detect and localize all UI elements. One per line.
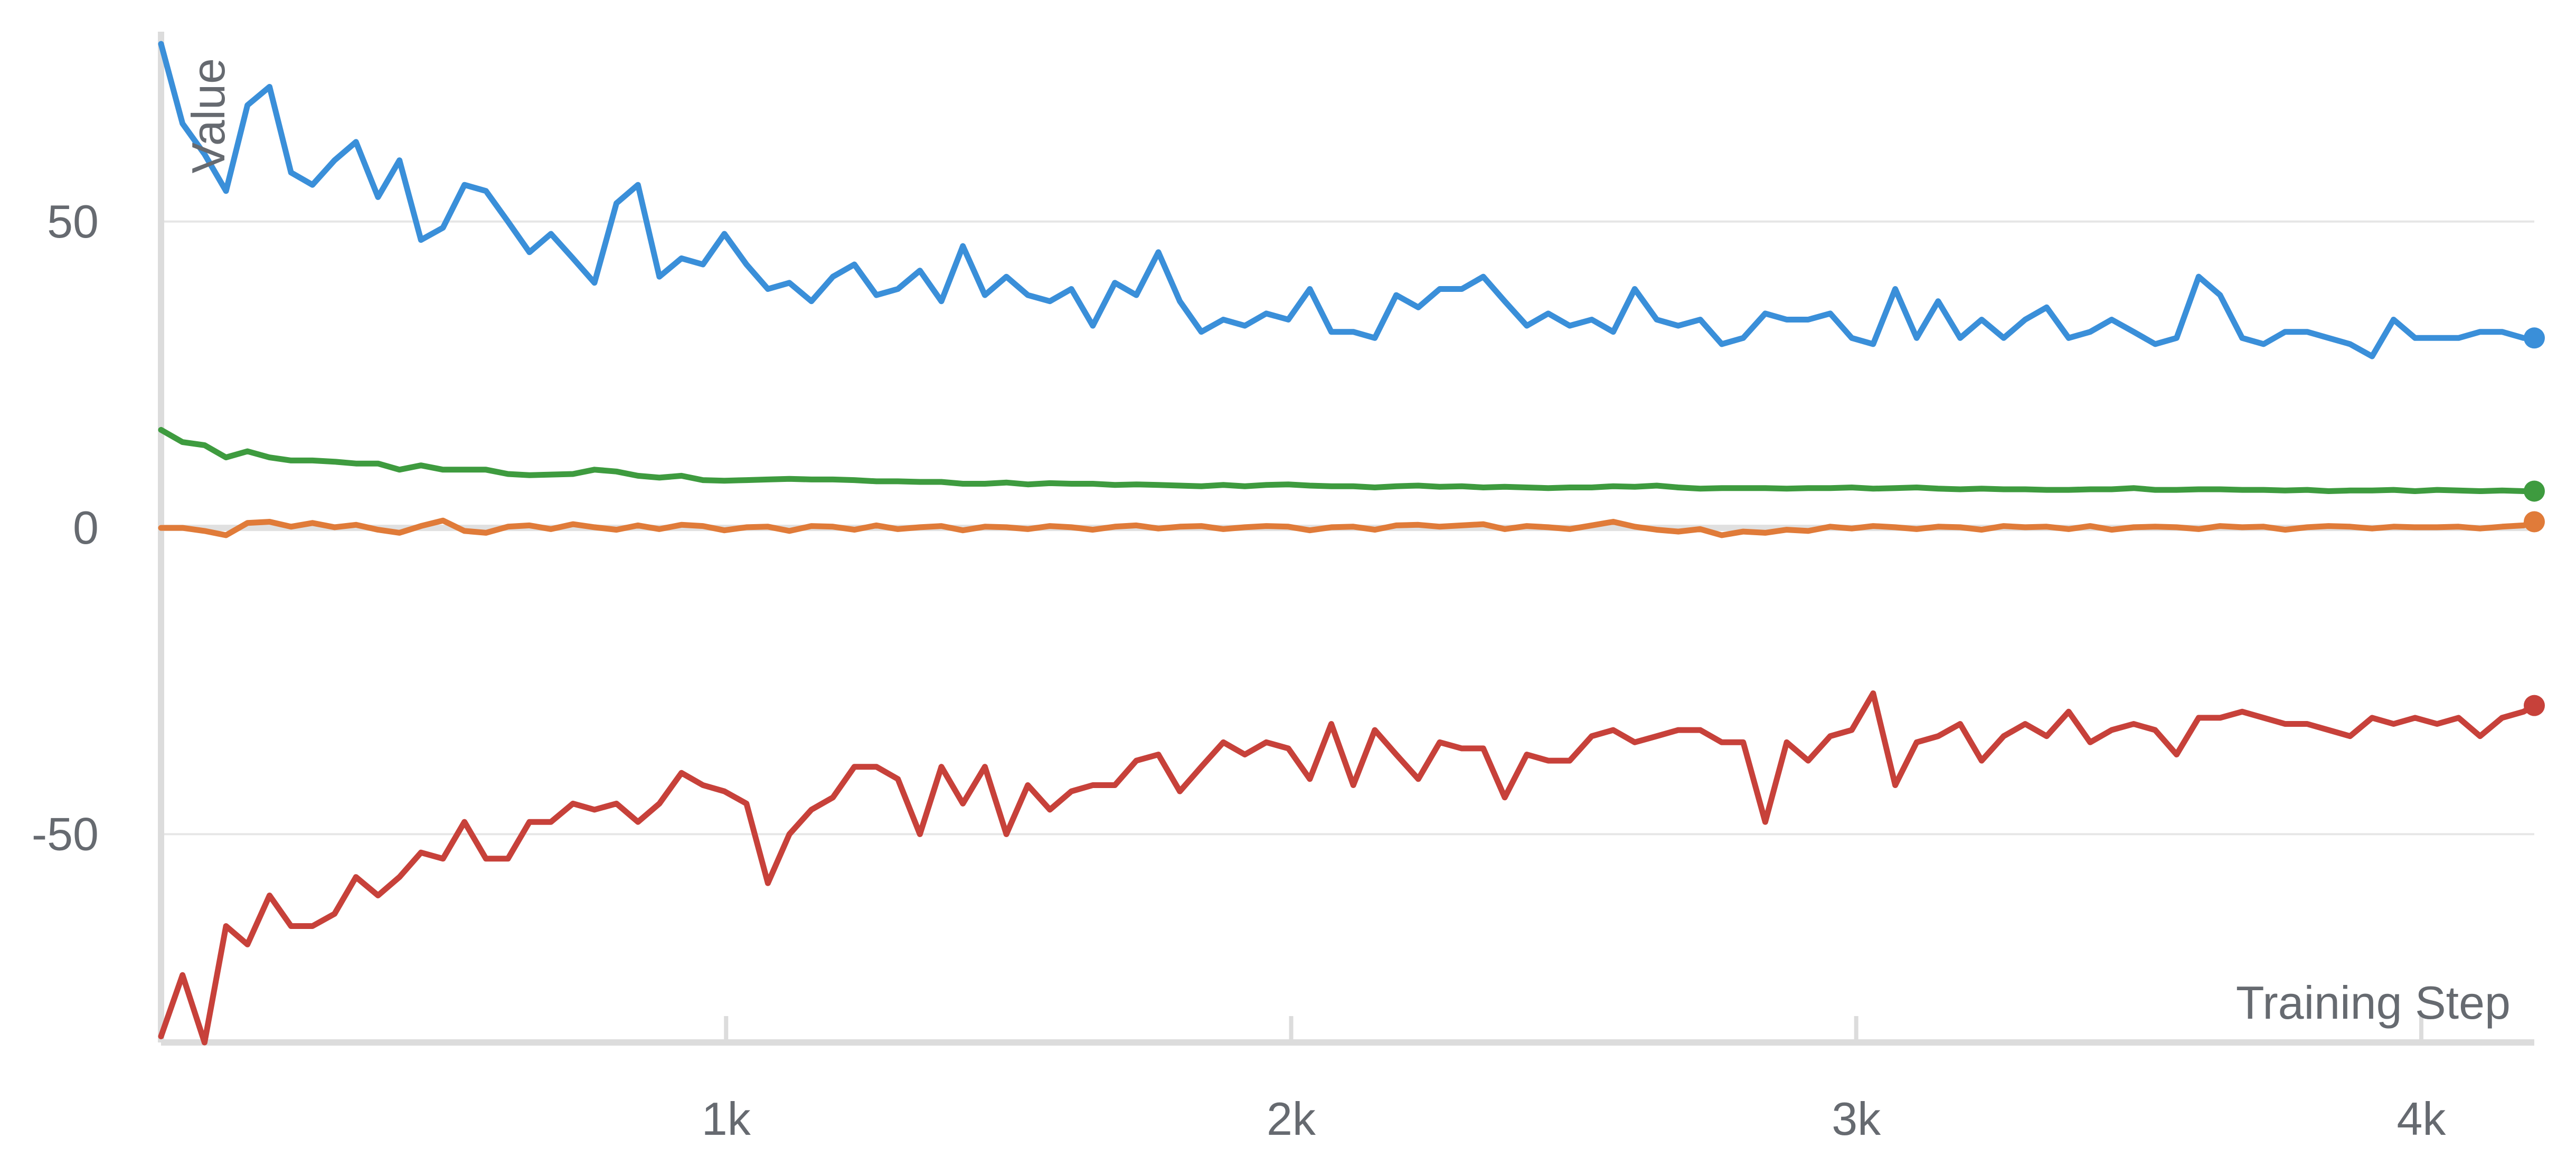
series-endpoint-1 bbox=[2524, 327, 2545, 349]
series-lines bbox=[158, 41, 2537, 1046]
x-tick-label: 3k bbox=[1832, 1093, 1881, 1145]
series-line-3 bbox=[158, 517, 2537, 538]
axes bbox=[158, 32, 2534, 1046]
series-line-2 bbox=[158, 426, 2537, 494]
x-axis-title: Training Step bbox=[2236, 976, 2511, 1029]
series-endpoint-4 bbox=[2524, 695, 2545, 716]
series-endpoint-3 bbox=[2524, 511, 2545, 533]
y-axis-title: Value bbox=[182, 58, 234, 174]
x-tick-label: 2k bbox=[1267, 1093, 1316, 1145]
y-tick-label: -50 bbox=[32, 808, 99, 860]
ticks: 50 0 -50 1k 2k 3k 4k bbox=[32, 195, 2447, 1145]
y-tick-label: 50 bbox=[47, 195, 99, 248]
series-line-1 bbox=[158, 41, 2537, 359]
x-tick-label: 1k bbox=[702, 1093, 751, 1145]
series-endpoints bbox=[2524, 327, 2545, 716]
series-endpoint-2 bbox=[2524, 480, 2545, 502]
series-line-4 bbox=[158, 690, 2537, 1046]
y-tick-label: 0 bbox=[73, 501, 99, 554]
x-tick-label: 4k bbox=[2396, 1093, 2446, 1145]
